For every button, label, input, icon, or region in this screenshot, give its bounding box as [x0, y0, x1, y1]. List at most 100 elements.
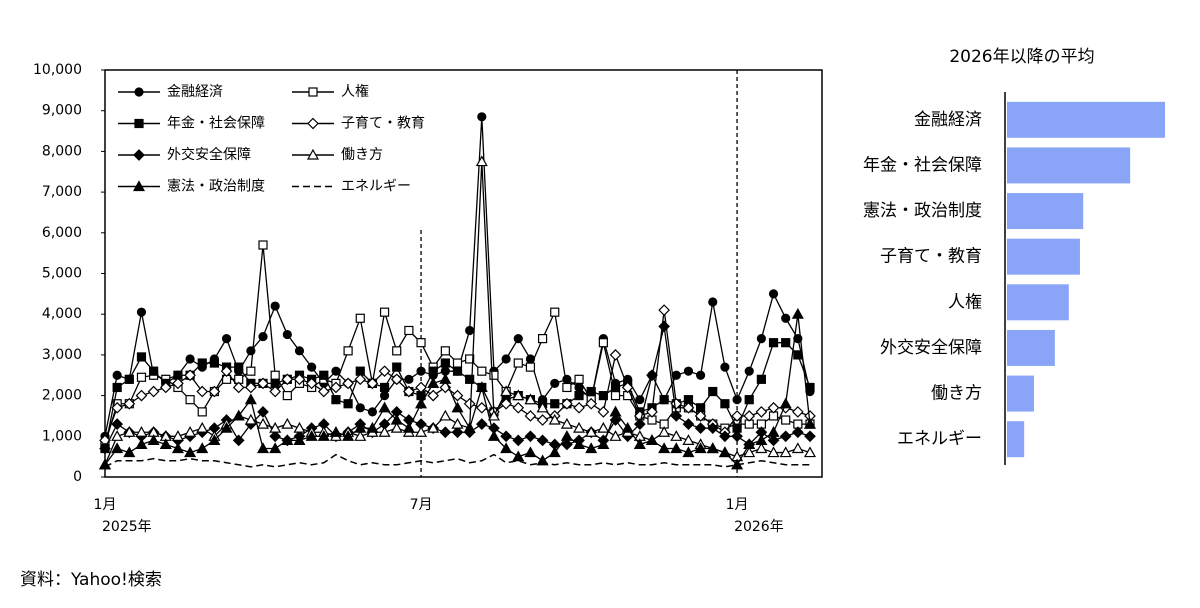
point — [573, 438, 586, 450]
point — [171, 430, 184, 441]
point — [768, 289, 779, 299]
point — [804, 430, 816, 443]
point — [525, 362, 536, 372]
point — [524, 393, 537, 405]
point — [354, 430, 367, 441]
point — [720, 362, 730, 372]
legend-marker — [307, 117, 319, 130]
point — [451, 417, 464, 429]
point — [573, 421, 586, 433]
point — [659, 395, 669, 405]
point — [330, 381, 342, 394]
point — [682, 446, 695, 458]
point — [415, 425, 428, 437]
point — [331, 366, 341, 376]
point — [451, 426, 464, 439]
point — [513, 334, 523, 344]
point — [720, 399, 730, 409]
point — [111, 430, 124, 441]
point — [609, 430, 622, 441]
x-tick-label: 1月 — [726, 497, 749, 513]
point — [682, 418, 695, 430]
point — [416, 338, 426, 348]
point — [136, 352, 147, 362]
point — [439, 426, 452, 439]
point — [111, 418, 124, 430]
point — [366, 421, 379, 433]
legend-label: 年金・社会保障 — [167, 116, 265, 132]
point — [708, 297, 718, 307]
point — [635, 395, 645, 405]
point — [779, 430, 792, 443]
point — [694, 442, 707, 454]
y-category-label: 働き方 — [931, 384, 982, 404]
point — [562, 374, 572, 384]
point — [524, 430, 537, 443]
point — [220, 365, 233, 378]
point — [536, 414, 549, 426]
point — [269, 442, 282, 454]
point — [694, 422, 707, 435]
point — [123, 397, 136, 410]
point — [232, 409, 245, 421]
point — [184, 425, 197, 437]
bar — [1007, 193, 1084, 230]
point — [463, 421, 476, 433]
point — [646, 369, 658, 382]
point — [767, 401, 780, 414]
point — [367, 407, 378, 417]
point — [756, 334, 766, 344]
y-tick-label: 2,000 — [42, 388, 82, 404]
point — [451, 401, 464, 413]
point — [585, 442, 598, 454]
x-year-label: 2026年 — [734, 519, 784, 535]
point — [694, 410, 707, 422]
point — [220, 421, 233, 433]
bar — [1007, 284, 1069, 321]
point — [136, 372, 147, 382]
point — [779, 446, 792, 458]
bar — [1007, 101, 1165, 138]
point — [500, 430, 512, 443]
point — [293, 421, 306, 433]
point — [475, 401, 488, 414]
point — [537, 334, 548, 344]
y-tick-label: 10,000 — [33, 62, 82, 78]
point — [331, 395, 341, 405]
point — [743, 438, 756, 450]
point — [633, 418, 646, 430]
point — [293, 373, 306, 386]
source-note: 資料：Yahoo!検索 — [20, 570, 162, 590]
point — [99, 442, 111, 455]
point — [256, 417, 270, 429]
point — [343, 346, 353, 356]
point — [560, 430, 573, 441]
y-tick-label: 3,000 — [42, 347, 82, 363]
point — [670, 410, 683, 422]
point — [536, 401, 549, 413]
point — [452, 366, 463, 376]
point — [245, 381, 257, 394]
point — [232, 434, 245, 447]
point — [355, 403, 365, 413]
point — [234, 362, 244, 372]
point — [257, 406, 269, 418]
point — [463, 397, 476, 410]
point — [475, 418, 488, 430]
point — [512, 389, 525, 401]
point — [329, 425, 342, 437]
point — [768, 338, 779, 348]
point — [439, 409, 452, 421]
point — [682, 401, 695, 414]
point — [159, 438, 172, 450]
point — [366, 377, 379, 390]
point — [574, 374, 584, 384]
point — [645, 434, 659, 445]
x-year-label: 2025年 — [102, 519, 152, 535]
point — [392, 362, 402, 372]
point — [135, 438, 148, 450]
point — [791, 426, 804, 439]
y-category-label: エネルギー — [897, 429, 982, 449]
point — [682, 434, 695, 445]
